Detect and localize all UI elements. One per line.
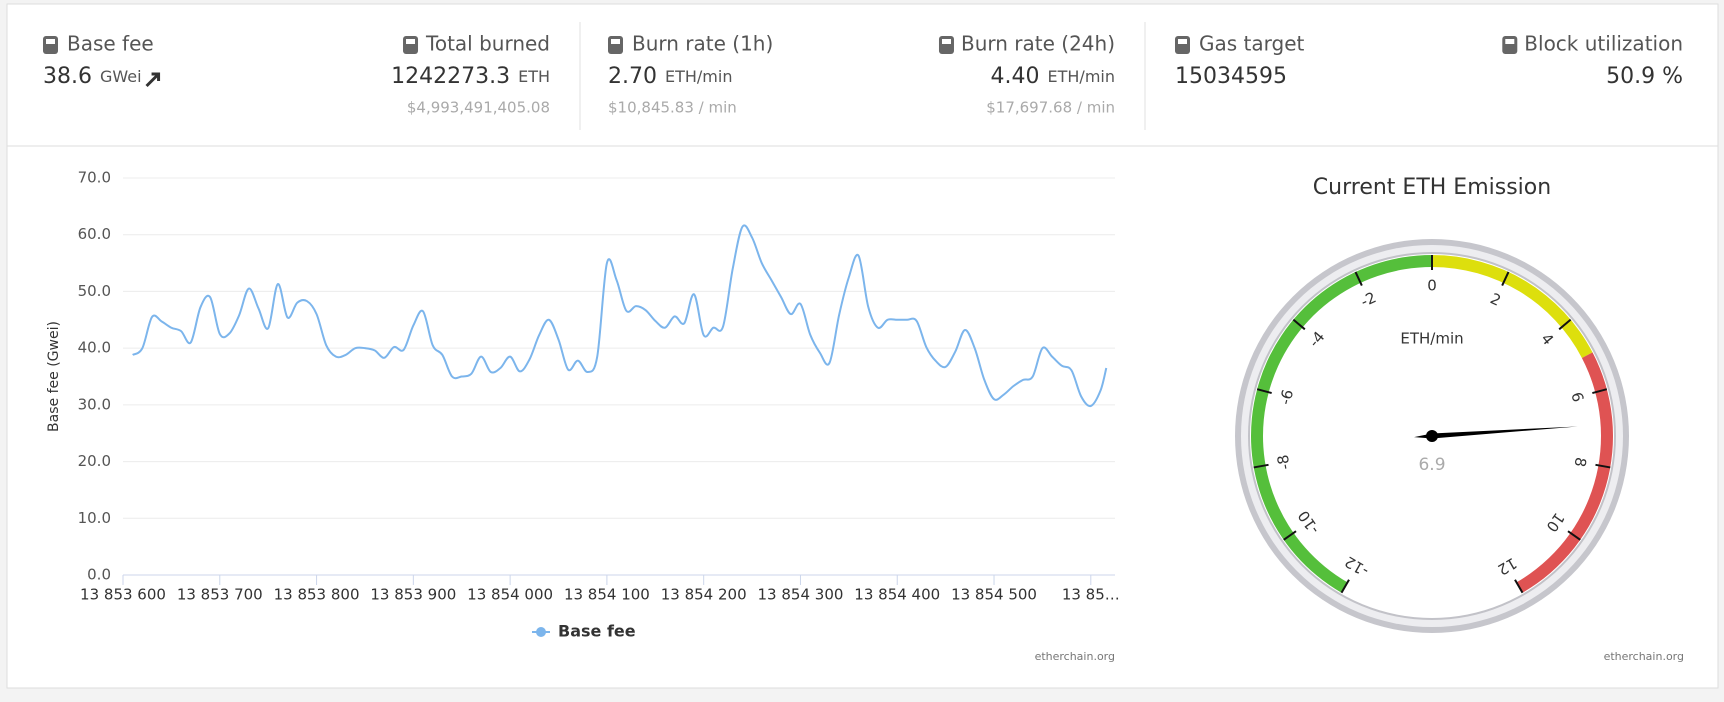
stat-value: 15034595 [1175,64,1287,89]
gauge-tick [1514,579,1524,594]
gauge-needle [1414,426,1578,439]
stat-icon [1175,36,1190,54]
icon-shape [611,39,620,44]
icon-shape [938,36,954,54]
legend-marker [536,627,546,637]
credit: etherchain.org [1035,650,1115,663]
stat-sub: $10,845.83 / min [608,99,737,117]
stat-label: Burn rate (24h) [961,32,1115,56]
gauge-tick [1595,463,1611,469]
icon-shape [608,36,623,54]
x-tick-label: 13 853 800 [274,586,360,604]
icon-shape [406,39,416,44]
unit-text: ETH/min [1048,67,1115,86]
x-tick-label: 13 853 900 [370,586,456,604]
value-text: 50.9 % [1606,64,1683,89]
y-tick-label: 10.0 [78,509,111,527]
gauge-band [1516,352,1614,593]
x-tick-label: 13 854 300 [758,586,844,604]
gauge-tick [1558,318,1572,331]
unit-text: GWei [100,67,142,86]
y-tick-label: 50.0 [78,282,111,300]
stat-value: 2.70 ETH/min [608,64,732,89]
stat-label: Block utilization [1524,32,1683,56]
value-text: 38.6 [43,64,92,89]
y-axis-label: Base fee (Gwei) [46,321,62,432]
stat-sub: $17,697.68 / min [986,99,1115,117]
unit-text: ETH [518,67,550,86]
gauge-tick [1292,318,1306,331]
credit: etherchain.org [1604,650,1684,663]
x-tick-label: 13 854 100 [564,586,650,604]
gauge-band [1432,255,1593,358]
gauge-tick [1592,388,1608,395]
stat-value: 50.9 % [1606,64,1683,89]
icon-shape [46,39,55,44]
gauge-tick-label: -8 [1274,453,1294,471]
gauge-tick-label: -6 [1276,387,1297,406]
stat-value: 4.40 ETH/min [991,64,1115,89]
gauge-title: Current ETH Emission [1313,175,1551,200]
trend-arrow [145,72,161,88]
icon-shape [1505,39,1515,44]
stat-icon [43,36,58,54]
value-text: 1242273.3 [391,64,510,89]
gauge-tick-label: 0 [1427,277,1437,295]
x-tick-label: 13 853 700 [177,586,263,604]
x-tick-label: 13 854 400 [854,586,940,604]
x-tick-label: 13 854 000 [467,586,553,604]
gauge-tick-label: 6 [1567,390,1587,404]
x-tick-label: 13 854 500 [951,586,1037,604]
gauge-unit: ETH/min [1400,330,1463,348]
gauge-tick-label: 8 [1571,456,1590,469]
icon-shape [43,36,58,54]
icon-shape [1502,36,1518,54]
icon-shape [1178,39,1187,44]
gauge-pivot [1426,430,1438,442]
value-text: 15034595 [1175,64,1287,89]
stat-label: Total burned [425,32,550,56]
stat-icon [938,36,954,54]
unit-text: ETH/min [665,67,732,86]
gauge-tick [1253,463,1269,469]
gauge-tick [1256,388,1272,395]
value-text: 2.70 [608,64,657,89]
gauge-tick [1567,530,1581,541]
y-tick-label: 0.0 [87,566,111,584]
gauge-value: 6.9 [1418,455,1445,475]
x-tick-label: 13 854 200 [661,586,747,604]
stat-sub: $4,993,491,405.08 [407,99,550,117]
gauge-tick [1501,271,1510,286]
value-text: 4.40 [991,64,1040,89]
gauge-tick [1354,271,1363,286]
stat-value: 1242273.3 ETH [391,64,550,89]
gauge-tick [1340,579,1350,594]
stat-icon [1502,36,1518,54]
y-tick-label: 60.0 [78,225,111,243]
y-tick-label: 20.0 [78,452,111,470]
y-tick-label: 30.0 [78,395,111,413]
y-tick-label: 70.0 [78,169,111,187]
stat-label: Gas target [1199,32,1305,56]
icon-shape [941,39,951,44]
gauge-tick-label: -2 [1358,288,1379,311]
x-tick-label: 13 85… [1062,586,1120,604]
line-series [132,224,1108,408]
stat-value: 38.6 GWei [43,64,142,89]
stat-label: Base fee [67,32,154,56]
x-tick-label: 13 853 600 [80,586,166,604]
legend-label: Base fee [558,622,636,641]
stat-icon [403,36,419,54]
gauge-tick [1283,530,1297,541]
stat-label: Burn rate (1h) [632,32,773,56]
y-tick-label: 40.0 [78,339,111,357]
icon-shape [1175,36,1190,54]
stat-icon [608,36,623,54]
icon-shape [403,36,419,54]
